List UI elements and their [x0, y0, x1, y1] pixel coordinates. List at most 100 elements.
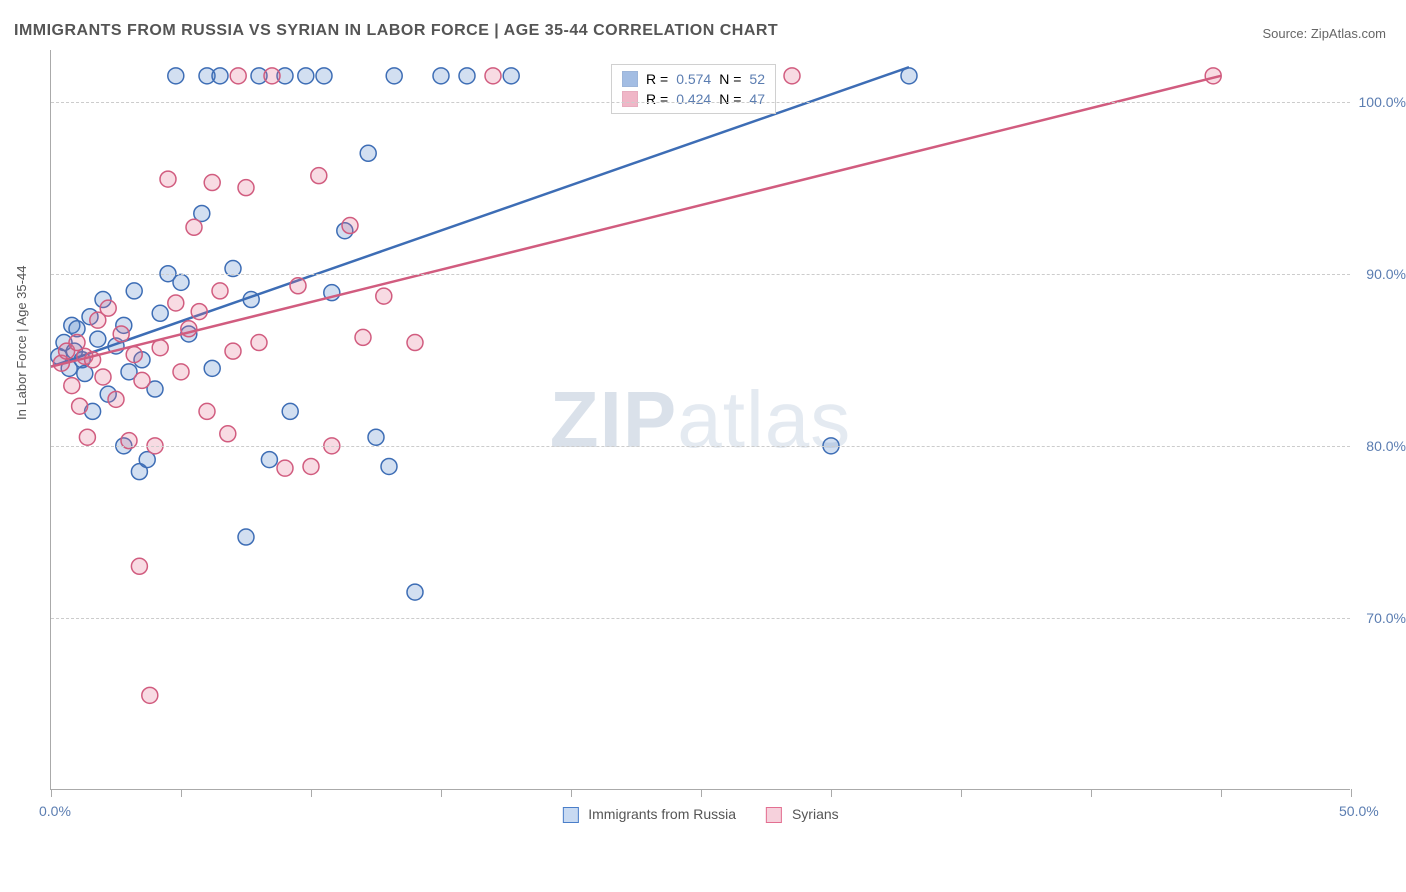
x-tick-label: 50.0% — [1339, 803, 1379, 819]
scatter-point — [303, 458, 319, 474]
chart-title: IMMIGRANTS FROM RUSSIA VS SYRIAN IN LABO… — [14, 22, 778, 40]
scatter-point — [95, 369, 111, 385]
scatter-point — [238, 529, 254, 545]
x-tick — [181, 789, 182, 797]
scatter-point — [142, 687, 158, 703]
legend-item: Syrians — [766, 806, 839, 823]
scatter-point — [64, 378, 80, 394]
x-tick — [1221, 789, 1222, 797]
grid-line — [51, 446, 1350, 447]
chart-plot-area: ZIPatlas R = 0.574 N = 52 R = 0.424 N = … — [50, 50, 1350, 790]
scatter-point — [160, 171, 176, 187]
scatter-point — [407, 584, 423, 600]
source-link[interactable]: Source: ZipAtlas.com — [1262, 26, 1386, 41]
x-tick — [701, 789, 702, 797]
x-tick-label: 0.0% — [39, 803, 71, 819]
scatter-point — [79, 429, 95, 445]
r-label: R = — [646, 71, 668, 87]
scatter-point — [261, 452, 277, 468]
scatter-point — [113, 326, 129, 342]
grid-line — [51, 102, 1350, 103]
regression-legend-row: R = 0.424 N = 47 — [622, 89, 765, 109]
scatter-point — [407, 335, 423, 351]
y-axis-label: In Labor Force | Age 35-44 — [14, 266, 29, 420]
scatter-point — [503, 68, 519, 84]
scatter-point — [126, 283, 142, 299]
regression-line — [51, 76, 1221, 367]
scatter-point — [220, 426, 236, 442]
r-value: 0.574 — [676, 71, 711, 87]
scatter-point — [168, 68, 184, 84]
scatter-point — [212, 68, 228, 84]
legend-bottom: Immigrants from Russia Syrians — [562, 806, 838, 823]
scatter-point — [459, 68, 475, 84]
scatter-point — [90, 331, 106, 347]
scatter-point — [212, 283, 228, 299]
legend-swatch-icon — [622, 91, 638, 107]
scatter-point — [225, 343, 241, 359]
regression-legend-row: R = 0.574 N = 52 — [622, 69, 765, 89]
scatter-point — [72, 398, 88, 414]
scatter-point — [173, 274, 189, 290]
scatter-point — [290, 278, 306, 294]
legend-swatch-icon — [766, 807, 782, 823]
x-tick — [1351, 789, 1352, 797]
n-value: 52 — [749, 71, 765, 87]
scatter-point — [191, 304, 207, 320]
y-tick-label: 80.0% — [1366, 438, 1406, 454]
legend-swatch-icon — [562, 807, 578, 823]
scatter-point — [264, 68, 280, 84]
scatter-point — [298, 68, 314, 84]
x-tick — [441, 789, 442, 797]
scatter-point — [173, 364, 189, 380]
n-value: 47 — [749, 91, 765, 107]
y-tick-label: 100.0% — [1359, 94, 1406, 110]
scatter-point — [152, 305, 168, 321]
scatter-point — [386, 68, 402, 84]
x-tick — [961, 789, 962, 797]
scatter-point — [134, 372, 150, 388]
x-tick — [831, 789, 832, 797]
n-label: N = — [719, 71, 741, 87]
scatter-point — [355, 329, 371, 345]
legend-swatch-icon — [622, 71, 638, 87]
scatter-point — [381, 458, 397, 474]
y-tick-label: 90.0% — [1366, 266, 1406, 282]
legend-label: Syrians — [792, 806, 839, 822]
scatter-point — [342, 218, 358, 234]
scatter-point — [784, 68, 800, 84]
scatter-point — [282, 403, 298, 419]
scatter-point — [433, 68, 449, 84]
scatter-point — [126, 347, 142, 363]
scatter-point — [316, 68, 332, 84]
scatter-plot-svg — [51, 50, 1350, 789]
scatter-point — [360, 145, 376, 161]
grid-line — [51, 274, 1350, 275]
scatter-point — [100, 300, 116, 316]
n-label: N = — [719, 91, 741, 107]
scatter-point — [108, 391, 124, 407]
legend-label: Immigrants from Russia — [588, 806, 736, 822]
regression-line — [51, 67, 909, 366]
scatter-point — [376, 288, 392, 304]
x-tick — [311, 789, 312, 797]
scatter-point — [186, 219, 202, 235]
scatter-point — [199, 403, 215, 419]
scatter-point — [311, 168, 327, 184]
legend-item: Immigrants from Russia — [562, 806, 736, 823]
x-tick — [571, 789, 572, 797]
scatter-point — [204, 175, 220, 191]
r-value: 0.424 — [676, 91, 711, 107]
scatter-point — [485, 68, 501, 84]
grid-line — [51, 618, 1350, 619]
regression-legend-box: R = 0.574 N = 52 R = 0.424 N = 47 — [611, 64, 776, 114]
scatter-point — [251, 335, 267, 351]
scatter-point — [368, 429, 384, 445]
scatter-point — [204, 360, 220, 376]
r-label: R = — [646, 91, 668, 107]
x-tick — [1091, 789, 1092, 797]
scatter-point — [131, 558, 147, 574]
scatter-point — [277, 460, 293, 476]
x-tick — [51, 789, 52, 797]
scatter-point — [238, 180, 254, 196]
